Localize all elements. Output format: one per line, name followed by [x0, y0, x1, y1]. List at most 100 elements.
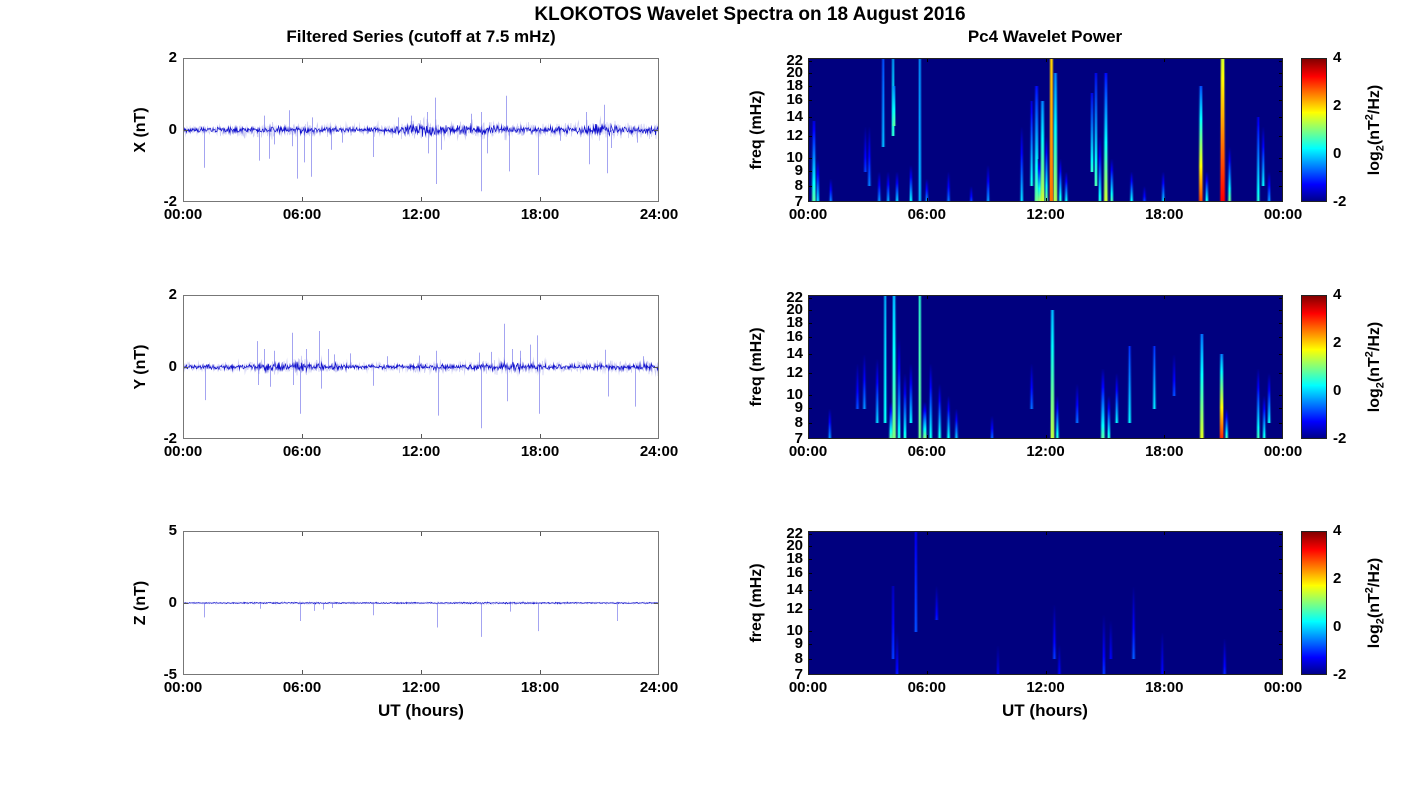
tick-label: 4	[1333, 286, 1342, 303]
colorbar-canvas-z	[1301, 531, 1327, 675]
figure-title: KLOKOTOS Wavelet Spectra on 18 August 20…	[534, 4, 966, 25]
tick-label: 20	[786, 536, 803, 554]
tick-label: 14	[786, 107, 803, 125]
tick-label: 16	[786, 564, 803, 582]
tick-label: 4	[1333, 49, 1342, 66]
tick-label: 00:00	[1263, 679, 1303, 696]
tick-label: 8	[794, 649, 803, 667]
tick-label: 9	[794, 399, 803, 416]
tick-label: 18	[786, 76, 803, 94]
spectrogram-canvas-y	[808, 295, 1283, 439]
xaxis-label-left: UT (hours)	[378, 701, 464, 720]
tick-label: 18	[786, 549, 803, 567]
tick-label: 12:00	[1026, 679, 1065, 696]
spectrogram-canvas-z	[808, 531, 1283, 675]
tick-label: -2	[163, 193, 177, 210]
tick-label: 8	[794, 176, 803, 194]
tick-label: 00:00	[163, 206, 203, 223]
tick-label: 18:00	[520, 443, 560, 460]
tick-label: 2	[168, 286, 177, 303]
tick-label: 2	[1333, 570, 1342, 587]
tick-label: 24:00	[639, 443, 679, 460]
tick-label: 24:00	[639, 679, 679, 696]
tick-label: 2	[1333, 97, 1342, 114]
tick-label: -2	[1333, 666, 1347, 683]
xaxis-label-right: UT (hours)	[1002, 701, 1088, 720]
tick-label: 18:00	[1145, 679, 1184, 696]
tick-label: 12	[786, 126, 803, 144]
tick-label: 16	[786, 91, 803, 109]
tick-label: 12	[786, 599, 803, 617]
tick-label: 16	[786, 328, 803, 346]
tick-label: 20	[786, 63, 803, 81]
timeseries-canvas-y	[183, 295, 659, 439]
colorbar-label-text: log	[1366, 151, 1384, 176]
tick-label: 06:00	[907, 206, 946, 223]
timeseries-canvas-x	[183, 58, 659, 202]
tick-label: 00:00	[788, 443, 828, 460]
tick-label: 0	[1333, 382, 1342, 399]
tick-label: 2	[1333, 334, 1342, 351]
spectrogram-canvas-x	[808, 58, 1283, 202]
tick-label: 8	[794, 413, 803, 431]
tick-label: 00:00	[788, 679, 828, 696]
tick-label: 06:00	[282, 679, 322, 696]
tick-label: 18:00	[1145, 443, 1184, 460]
tick-label: -2	[163, 430, 177, 447]
tick-label: 06:00	[907, 443, 946, 460]
colorbar-canvas-y	[1301, 295, 1327, 439]
tick-label: 12:00	[1026, 443, 1065, 460]
right-column-title: Pc4 Wavelet Power	[967, 27, 1123, 46]
left-column-title: Filtered Series (cutoff at 7.5 mHz)	[286, 27, 556, 46]
tick-label: 14	[786, 344, 803, 362]
tick-label: 12:00	[401, 679, 441, 696]
tick-label: -2	[1333, 193, 1347, 210]
timeseries-canvas-z	[183, 531, 659, 675]
tick-label: -5	[163, 666, 177, 683]
tick-label: 14	[786, 580, 803, 598]
tick-label: 0	[168, 358, 177, 375]
tick-label: 18:00	[520, 679, 560, 696]
colorbar-label-x: log2(nT2/Hz)	[1363, 84, 1387, 176]
tick-label: 00:00	[1263, 443, 1303, 460]
tick-label: 7	[794, 430, 803, 447]
tick-label: 18:00	[1145, 206, 1184, 223]
tick-label: 00:00	[1263, 206, 1303, 223]
tick-label: 18:00	[520, 206, 560, 223]
tick-label: 0	[1333, 145, 1342, 162]
tick-label: 2	[168, 49, 177, 66]
tick-label: 22	[786, 524, 803, 542]
tick-label: 00:00	[788, 206, 828, 223]
colorbar-label-text: log	[1366, 388, 1384, 413]
tick-label: 10	[786, 149, 803, 166]
tick-label: 00:00	[163, 679, 203, 696]
tick-label: 0	[168, 121, 177, 138]
tick-label: -2	[1333, 430, 1347, 447]
tick-label: 22	[786, 51, 803, 69]
tick-label: 00:00	[163, 443, 203, 460]
tick-label: 0	[1333, 618, 1342, 635]
tick-label: 9	[794, 635, 803, 652]
colorbar-label-y: log2(nT2/Hz)	[1363, 321, 1387, 413]
tick-label: 0	[168, 594, 177, 611]
tick-label: 06:00	[907, 679, 946, 696]
colorbar-canvas-x	[1301, 58, 1327, 202]
tick-label: 12:00	[401, 206, 441, 223]
tick-label: 12:00	[401, 443, 441, 460]
tick-label: 12:00	[1026, 206, 1065, 223]
colorbar-label-text: log	[1366, 624, 1384, 649]
tick-label: 4	[1333, 522, 1342, 539]
tick-label: 20	[786, 300, 803, 318]
tick-label: 10	[786, 622, 803, 639]
tick-label: 5	[168, 522, 177, 539]
tick-label: 22	[786, 288, 803, 306]
tick-label: 06:00	[282, 443, 322, 460]
tick-label: 9	[794, 162, 803, 179]
tick-label: 18	[786, 313, 803, 331]
colorbar-label-z: log2(nT2/Hz)	[1363, 557, 1387, 649]
tick-label: 7	[794, 666, 803, 683]
tick-label: 12	[786, 363, 803, 381]
tick-label: 24:00	[639, 206, 679, 223]
tick-label: 10	[786, 386, 803, 403]
